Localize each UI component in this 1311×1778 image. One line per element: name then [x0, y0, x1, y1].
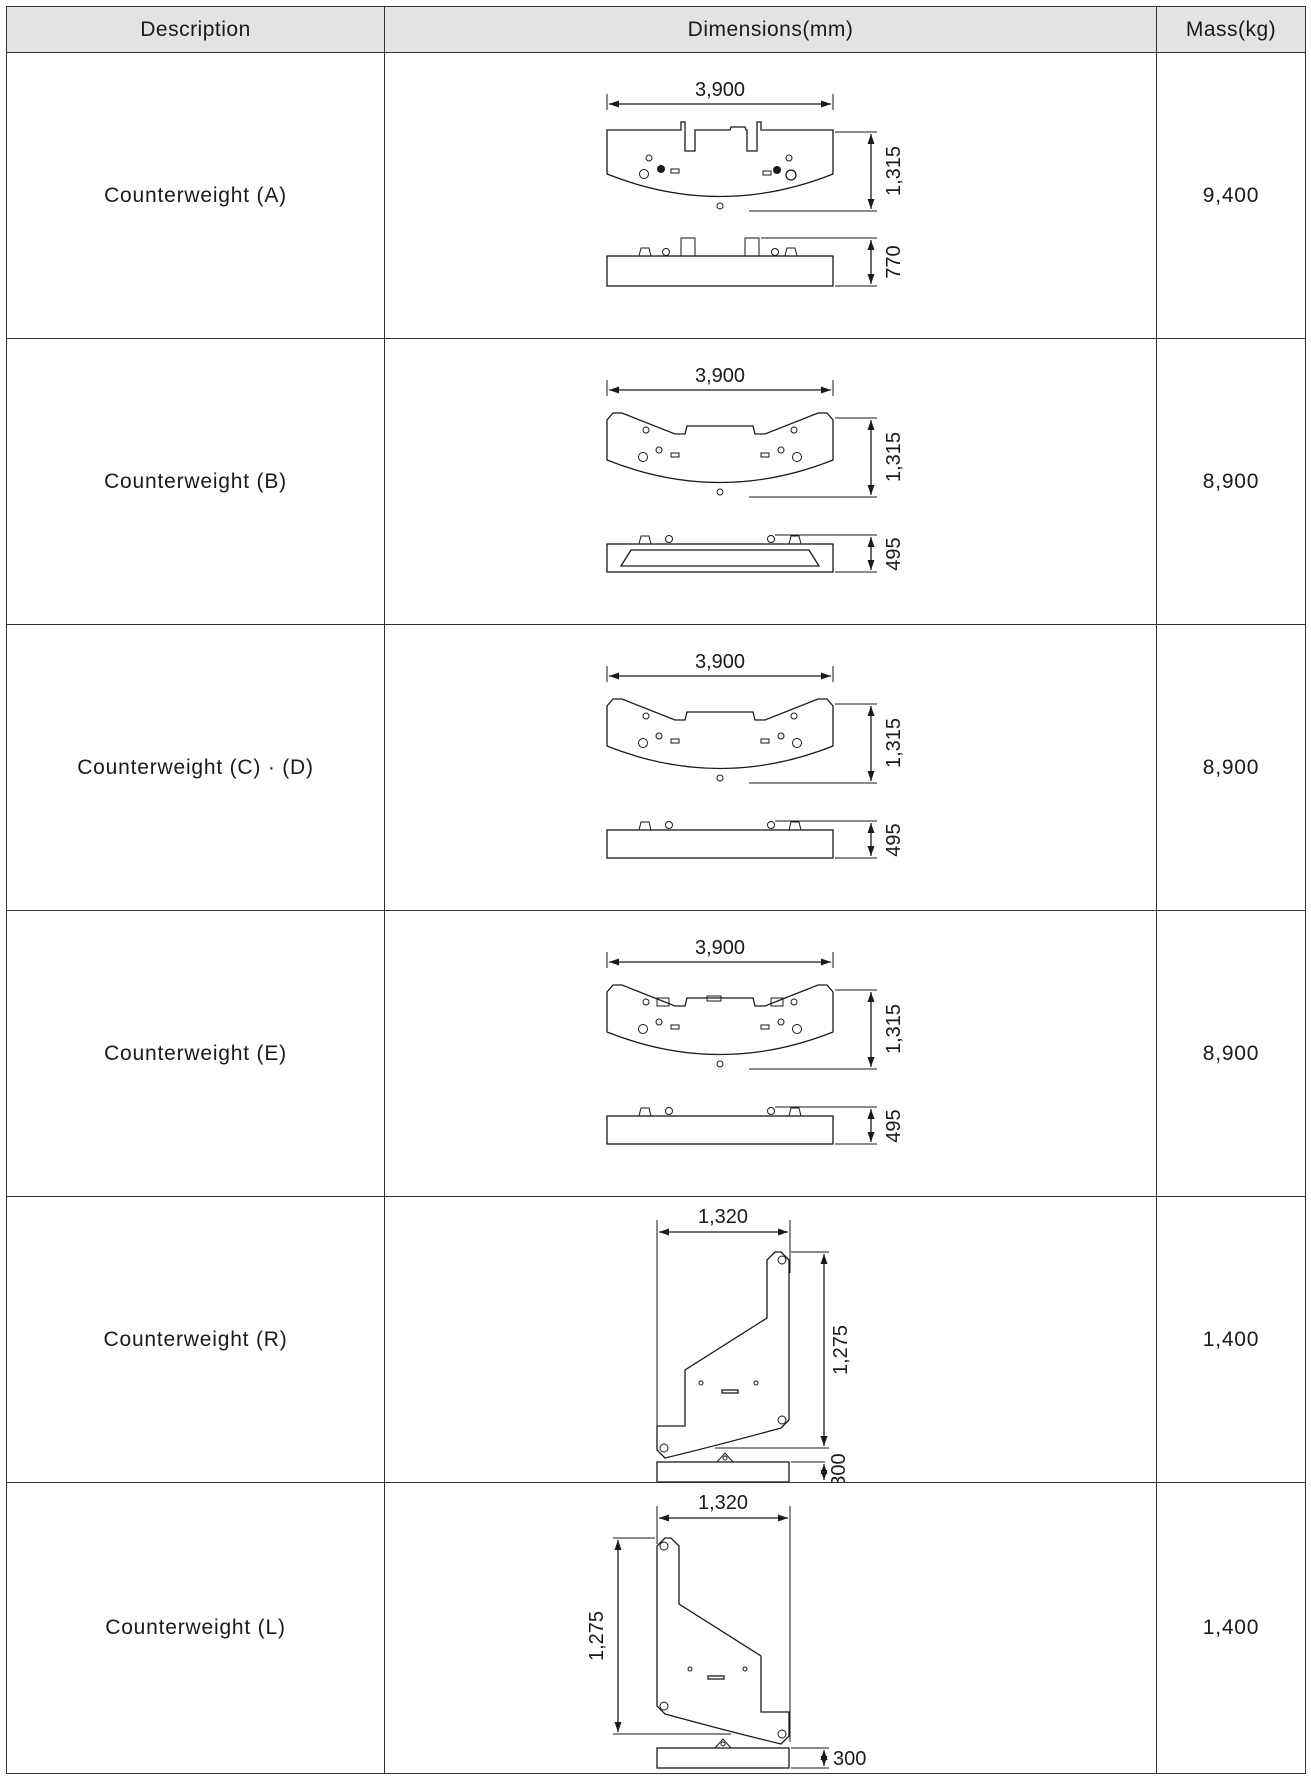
header-description: Description: [6, 6, 385, 53]
description-cell: Counterweight (A): [6, 52, 385, 339]
mass-cell: 1,400: [1156, 1482, 1306, 1774]
description-cell: Counterweight (L): [6, 1482, 385, 1774]
dimensions-cell: 3,900 1,315: [384, 338, 1157, 625]
dimensions-cell: 1,320 1,275 300: [384, 1196, 1157, 1483]
table-row-counterweight-l: Counterweight (L) 1,320: [6, 1482, 1306, 1774]
depth-label: 1,315: [883, 717, 905, 767]
counterweight-spec-table: Description Dimensions(mm) Mass(kg) Coun…: [6, 6, 1306, 1774]
dimensions-cell: 1,320 1,275: [384, 1482, 1157, 1774]
header-row: Description Dimensions(mm) Mass(kg): [6, 6, 1306, 53]
depth-label: 1,315: [883, 145, 905, 195]
header-mass: Mass(kg): [1156, 6, 1306, 53]
height-label: 300: [828, 1453, 850, 1482]
height-label: 495: [883, 1109, 905, 1142]
width-label: 3,900: [695, 651, 745, 673]
table-row-counterweight-b: Counterweight (B) 3,900: [6, 338, 1306, 625]
table-row-counterweight-r: Counterweight (R) 1,320: [6, 1196, 1306, 1483]
dimensions-cell: 3,900 1,315: [384, 52, 1157, 339]
depth-label: 1,275: [830, 1324, 852, 1374]
counterweight-e-drawing: 3,900 1,315: [606, 937, 905, 1145]
depth-label: 1,275: [586, 1611, 608, 1661]
table-row-counterweight-a: Counterweight (A) 3,900: [6, 52, 1306, 339]
header-dimensions: Dimensions(mm): [384, 6, 1157, 53]
width-label: 1,320: [698, 1492, 748, 1514]
description-cell: Counterweight (E): [6, 910, 385, 1197]
counterweight-r-drawing: 1,320 1,275 300: [656, 1206, 852, 1482]
width-label: 3,900: [695, 79, 745, 101]
counterweight-a-drawing: 3,900 1,315: [606, 79, 905, 287]
description-cell: Counterweight (R): [6, 1196, 385, 1483]
width-label: 3,900: [695, 937, 745, 959]
table-row-counterweight-c-d: Counterweight (C) · (D) 3,900: [6, 624, 1306, 911]
dimensions-cell: 3,900 1,315: [384, 624, 1157, 911]
counterweight-l-drawing: 1,320 1,275: [586, 1492, 866, 1770]
mass-cell: 8,900: [1156, 910, 1306, 1197]
description-cell: Counterweight (C) · (D): [6, 624, 385, 911]
height-label: 300: [833, 1748, 866, 1770]
mass-cell: 8,900: [1156, 624, 1306, 911]
depth-label: 1,315: [883, 431, 905, 481]
mass-cell: 9,400: [1156, 52, 1306, 339]
height-label: 495: [883, 537, 905, 570]
counterweight-b-drawing: 3,900 1,315: [606, 365, 905, 573]
mass-cell: 8,900: [1156, 338, 1306, 625]
height-label: 495: [883, 823, 905, 856]
table-row-counterweight-e: Counterweight (E) 3,900: [6, 910, 1306, 1197]
height-label: 770: [883, 245, 905, 278]
counterweight-c-d-drawing: 3,900 1,315: [606, 651, 905, 859]
mass-cell: 1,400: [1156, 1196, 1306, 1483]
dimensions-cell: 3,900 1,315: [384, 910, 1157, 1197]
description-cell: Counterweight (B): [6, 338, 385, 625]
width-label: 1,320: [698, 1206, 748, 1228]
width-label: 3,900: [695, 365, 745, 387]
depth-label: 1,315: [883, 1003, 905, 1053]
